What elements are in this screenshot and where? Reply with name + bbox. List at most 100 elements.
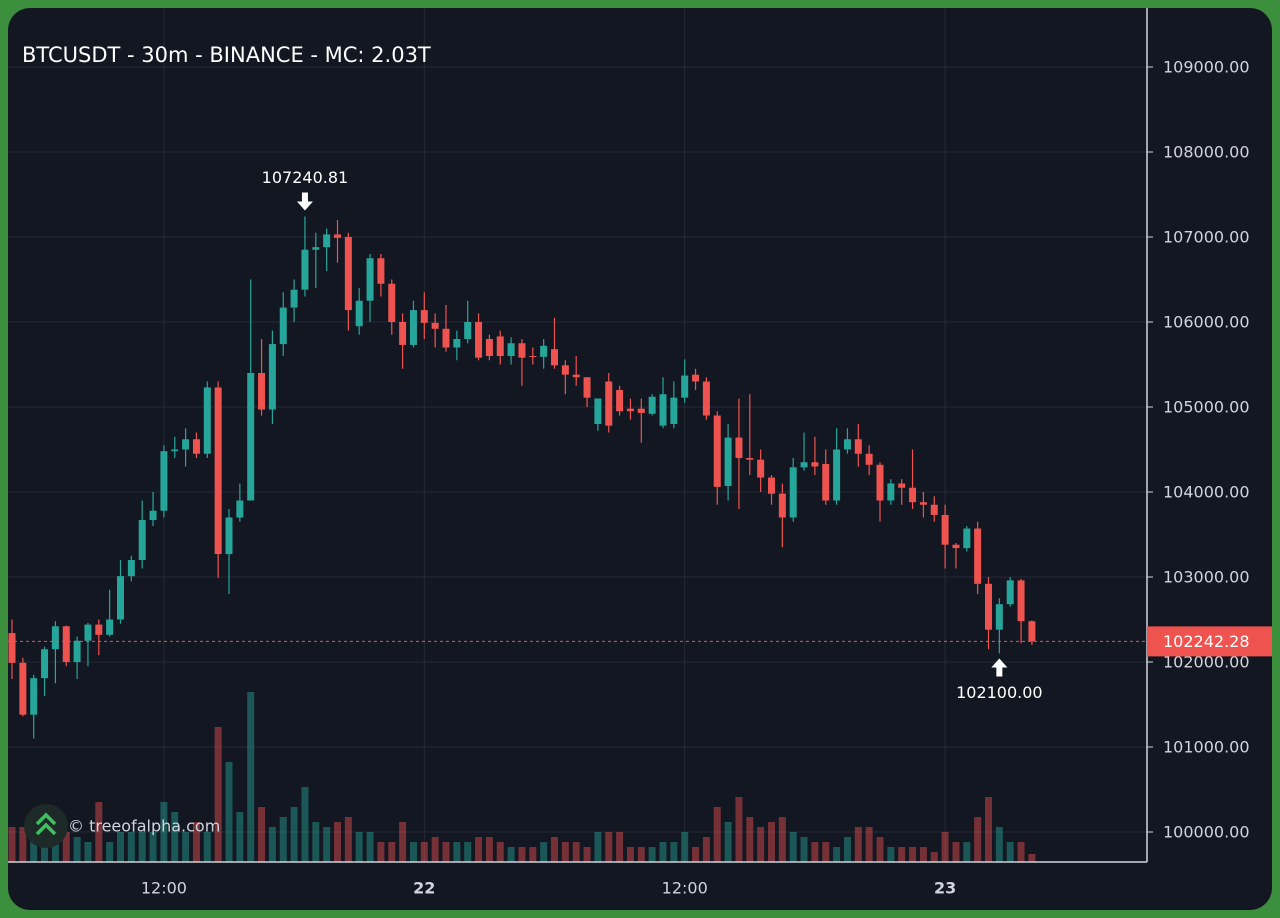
volume-bar	[605, 832, 613, 862]
candle-body	[692, 374, 700, 382]
y-tick-label: 101000.00	[1163, 737, 1250, 756]
panel	[8, 8, 1272, 910]
candle-body	[1006, 580, 1014, 605]
volume-bar	[160, 802, 168, 862]
volume-bar	[887, 847, 895, 862]
volume-bar	[572, 842, 580, 862]
candle-body	[138, 520, 146, 560]
candle-body	[366, 258, 374, 301]
watermark: © treeofalpha.com	[24, 804, 220, 848]
candle-body	[865, 453, 873, 465]
volume-bar	[475, 837, 483, 862]
low-label: 102100.00	[956, 683, 1043, 702]
candle-body	[648, 396, 656, 414]
volume-bar	[778, 817, 786, 862]
high-arrow	[296, 192, 313, 211]
candle-body	[941, 514, 949, 545]
volume-bar	[681, 832, 689, 862]
candle-body	[127, 559, 135, 577]
candle-body	[431, 322, 439, 329]
volume-bar	[735, 797, 743, 862]
chart-title: BTCUSDT - 30m - BINANCE - MC: 2.03T	[22, 43, 431, 67]
volume-bar	[388, 842, 396, 862]
candle-body	[919, 502, 927, 505]
volume-bar	[203, 832, 211, 862]
candle-body	[203, 387, 211, 454]
candle-body	[453, 338, 461, 348]
volume-bar	[312, 822, 320, 862]
volume-bar	[127, 832, 135, 862]
volume-bar	[192, 822, 200, 862]
candle-body	[192, 439, 200, 454]
volume-bar	[377, 842, 385, 862]
volume-bar	[692, 847, 700, 862]
volume-bar	[62, 832, 70, 862]
candle-body	[876, 464, 884, 501]
volume-bar	[453, 842, 461, 862]
volume-bar	[648, 847, 656, 862]
volume-bar	[355, 832, 363, 862]
candle-body	[963, 528, 971, 549]
candle-body	[290, 289, 298, 308]
candle-body	[822, 463, 830, 501]
candle-body	[659, 394, 667, 426]
candle-body	[670, 397, 678, 424]
volume-bar	[236, 812, 244, 862]
volume-bar	[768, 822, 775, 862]
candle-body	[279, 307, 287, 345]
volume-bar	[670, 842, 678, 862]
candle-body	[898, 483, 906, 488]
candle-body	[887, 483, 895, 501]
volume-bar	[898, 847, 906, 862]
candle-body	[323, 234, 331, 248]
volume-bar	[507, 847, 515, 862]
candle-body	[833, 449, 841, 501]
volume-bar	[561, 842, 569, 862]
volume-bar	[1006, 842, 1014, 862]
candle-body	[8, 633, 16, 663]
candle-body	[952, 544, 960, 549]
candle-body	[464, 321, 472, 339]
volume-bar	[84, 842, 92, 862]
volume-bar	[963, 842, 971, 862]
candle-body	[800, 462, 808, 468]
candle-body	[160, 451, 168, 511]
volume-bar	[247, 692, 255, 862]
volume-bar	[30, 842, 38, 862]
volume-bar	[399, 822, 407, 862]
volume-bar	[702, 837, 710, 862]
candle-body	[789, 467, 797, 518]
candle-body	[355, 300, 363, 327]
candle-body	[268, 344, 276, 410]
candle-body	[529, 355, 537, 357]
candle-body	[626, 408, 634, 412]
volume-bar	[496, 842, 504, 862]
candle-body	[985, 583, 992, 630]
volume-bar	[279, 817, 287, 862]
volume-bar	[540, 842, 548, 862]
candle-body	[41, 649, 49, 679]
candle-body	[51, 626, 59, 650]
candle-body	[420, 310, 428, 323]
candle-body	[19, 662, 27, 715]
x-tick-label: 12:00	[662, 879, 708, 898]
volume-bar	[594, 832, 602, 862]
volume-bar	[637, 847, 645, 862]
candle-body	[637, 408, 645, 413]
candle-body	[106, 619, 114, 635]
volume-bar	[409, 842, 417, 862]
volume-bar	[843, 837, 851, 862]
volume-bar	[138, 832, 146, 862]
volume-bar	[930, 852, 938, 862]
candle-body	[594, 398, 602, 424]
y-tick-label: 106000.00	[1163, 312, 1250, 331]
candle-body	[301, 249, 309, 290]
volume-bar	[822, 842, 830, 862]
candle-body	[496, 336, 504, 356]
volume-bar	[344, 817, 352, 862]
candle-body	[746, 457, 754, 460]
candle-body	[605, 381, 613, 426]
candle-body	[843, 439, 851, 450]
volume-bar	[106, 842, 114, 862]
